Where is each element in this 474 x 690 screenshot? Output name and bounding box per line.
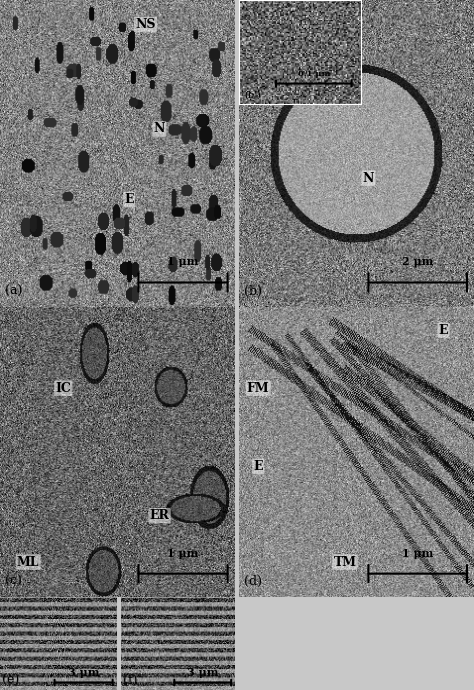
Text: 1 μm: 1 μm — [167, 548, 199, 559]
Text: ER: ER — [150, 509, 170, 522]
Text: E: E — [439, 324, 448, 337]
Text: 3 μm: 3 μm — [187, 667, 219, 678]
Text: 2 μm: 2 μm — [402, 256, 433, 267]
Text: FM: FM — [247, 382, 269, 395]
Text: (f): (f) — [123, 674, 137, 687]
Text: N: N — [154, 122, 165, 135]
Text: ML: ML — [17, 555, 39, 569]
Text: 1 μm: 1 μm — [167, 256, 199, 267]
Text: N: N — [363, 172, 374, 185]
Text: (a): (a) — [5, 285, 22, 298]
Text: (d): (d) — [244, 575, 262, 588]
Text: NS: NS — [135, 18, 156, 31]
Text: 1 μm: 1 μm — [402, 548, 433, 559]
Text: E: E — [124, 193, 134, 206]
Text: (c): (c) — [5, 575, 22, 588]
Text: 3 μm: 3 μm — [68, 667, 100, 678]
Text: E: E — [254, 460, 263, 473]
Text: (e): (e) — [2, 674, 19, 687]
Text: TM: TM — [333, 555, 356, 569]
Text: (b): (b) — [244, 285, 262, 298]
Text: IC: IC — [55, 382, 71, 395]
